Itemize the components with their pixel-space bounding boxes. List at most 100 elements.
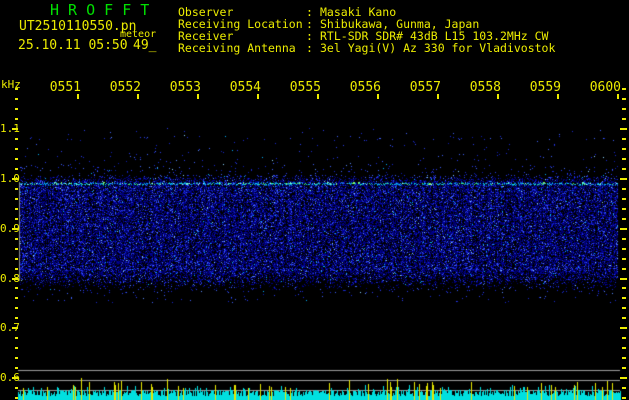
freq-tick-right	[622, 108, 626, 110]
time-tick-label: 0552	[109, 80, 141, 95]
freq-tick	[15, 238, 18, 240]
info-label: Receiving Location	[178, 17, 303, 31]
freq-tick	[15, 138, 18, 140]
freq-tick	[15, 248, 18, 250]
freq-tick	[15, 357, 18, 359]
app-title: H R O F F T	[50, 1, 150, 19]
freq-tick-right	[620, 128, 627, 130]
time-tick	[497, 94, 499, 99]
time-tick	[257, 94, 259, 99]
time-tick	[197, 94, 199, 99]
freq-axis-unit: kHz	[1, 78, 21, 91]
freq-tick	[15, 347, 18, 349]
freq-tick	[15, 307, 18, 309]
time-tick	[377, 94, 379, 99]
freq-tick-label: 0.9	[0, 222, 20, 235]
freq-tick	[15, 198, 18, 200]
time-tick-label: 0555	[289, 80, 321, 95]
freq-tick-right	[622, 218, 626, 220]
freq-tick-right	[622, 337, 626, 339]
freq-tick-right	[622, 198, 626, 200]
freq-tick	[15, 218, 18, 220]
freq-tick-label: 1.1	[0, 122, 20, 135]
time-tick-label: 0557	[409, 80, 441, 95]
freq-tick-right	[622, 307, 626, 309]
freq-tick-right	[622, 158, 626, 160]
info-value: 3el Yagi(V) Az 330 for Vladivostok	[320, 41, 556, 55]
info-value: Shibukawa, Gunma, Japan	[320, 17, 480, 31]
freq-tick	[15, 297, 18, 299]
freq-tick-right	[622, 397, 626, 399]
freq-tick	[15, 88, 18, 90]
time-tick	[317, 94, 319, 99]
info-colon: :	[306, 41, 313, 55]
freq-tick-right	[622, 347, 626, 349]
freq-tick-right	[620, 228, 627, 230]
info-row: Receiving Antenna:3el Yagi(V) Az 330 for…	[178, 41, 556, 55]
freq-tick-right	[622, 208, 626, 210]
freq-tick-right	[620, 278, 627, 280]
freq-tick	[15, 287, 18, 289]
freq-tick	[15, 108, 18, 110]
freq-tick	[15, 387, 18, 389]
freq-tick-right	[622, 367, 626, 369]
freq-tick	[15, 208, 18, 210]
freq-tick-right	[622, 98, 626, 100]
freq-tick-right	[622, 88, 626, 90]
freq-tick	[15, 337, 18, 339]
time-tick	[437, 94, 439, 99]
time-tick-label: 0554	[229, 80, 261, 95]
freq-tick	[15, 158, 18, 160]
freq-tick	[12, 178, 18, 180]
mode-label: meteor	[120, 29, 157, 40]
info-colon: :	[306, 29, 313, 43]
freq-tick	[15, 397, 18, 399]
time-tick	[617, 94, 619, 99]
freq-tick-right	[622, 148, 626, 150]
time-tick	[137, 94, 139, 99]
info-colon: :	[306, 17, 313, 31]
datetime-text: 25.10.11 05:50	[18, 38, 128, 53]
info-row: Observer: Masaki Kano	[178, 5, 396, 19]
freq-tick	[15, 317, 18, 319]
info-label: Receiver	[178, 29, 234, 43]
freq-tick-right	[622, 387, 626, 389]
freq-tick-right	[622, 188, 626, 190]
freq-tick	[12, 278, 18, 280]
freq-tick-right	[622, 248, 626, 250]
info-row: Receiving Location: Shibukawa, Gunma, Jap…	[178, 17, 480, 31]
time-tick-label: 0558	[469, 80, 501, 95]
time-tick	[77, 94, 79, 99]
freq-tick	[12, 377, 18, 379]
freq-tick	[15, 268, 18, 270]
freq-tick-right	[622, 287, 626, 289]
freq-tick-right	[622, 238, 626, 240]
time-tick-label: 0551	[49, 80, 81, 95]
freq-tick	[15, 98, 18, 100]
time-tick	[557, 94, 559, 99]
freq-tick-right	[622, 118, 626, 120]
freq-tick-label: 0.8	[0, 272, 20, 285]
seconds-counter: 49_	[133, 38, 157, 53]
freq-tick	[15, 258, 18, 260]
time-tick-label: 0600	[589, 80, 621, 95]
freq-tick-label: 0.7	[0, 321, 20, 334]
freq-tick	[12, 228, 18, 230]
freq-tick-label: 0.6	[0, 371, 20, 384]
freq-tick	[15, 168, 18, 170]
time-tick-label: 0553	[169, 80, 201, 95]
filename-text: UT2510110550.pn	[19, 19, 137, 34]
freq-tick-label: 1.0	[0, 172, 20, 185]
freq-tick	[15, 188, 18, 190]
info-row: Receiver: RTL-SDR SDR# 43dB L15 103.2MHz …	[178, 29, 548, 43]
time-tick-label: 0559	[529, 80, 561, 95]
freq-tick	[15, 118, 18, 120]
info-label: Observer	[178, 5, 234, 19]
freq-tick	[12, 327, 18, 329]
freq-tick	[12, 128, 18, 130]
freq-tick-right	[620, 327, 627, 329]
freq-tick-right	[622, 138, 626, 140]
freq-tick-right	[622, 258, 626, 260]
freq-tick-right	[622, 268, 626, 270]
